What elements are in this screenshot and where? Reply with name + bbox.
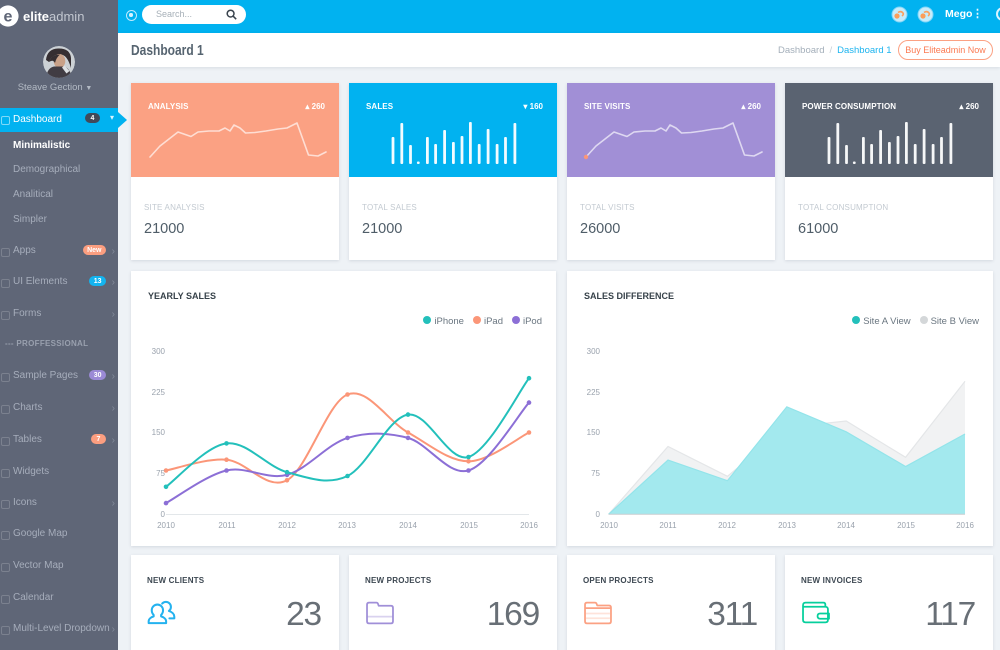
svg-text:e: e	[4, 8, 13, 26]
